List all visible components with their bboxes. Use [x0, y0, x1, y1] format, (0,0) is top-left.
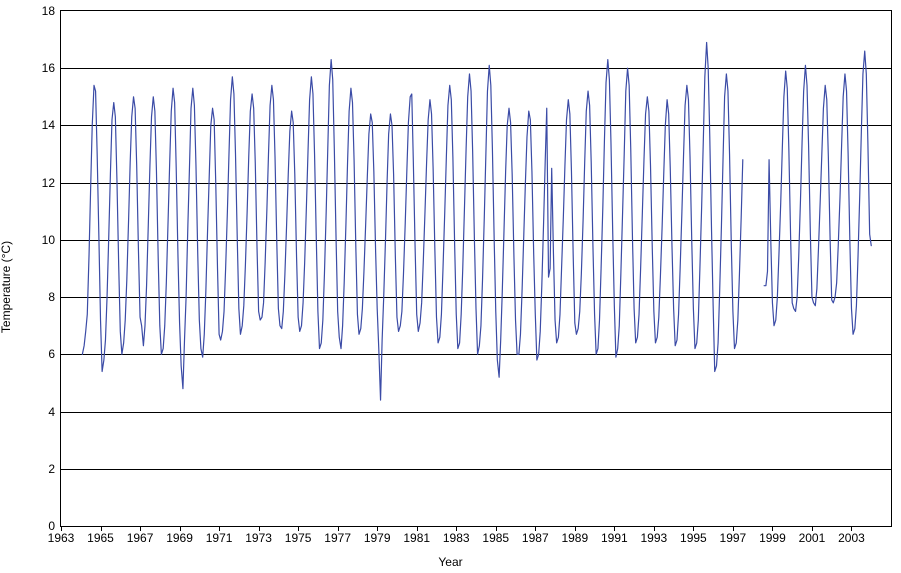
y-tick-label: 10 — [42, 233, 61, 247]
x-tick-label: 1977 — [324, 526, 351, 545]
y-tick-label: 16 — [42, 61, 61, 75]
plot-area: 0246810121416181963196519671969197119731… — [60, 10, 892, 527]
x-axis-title: Year — [0, 555, 901, 569]
x-tick-label: 1969 — [166, 526, 193, 545]
x-tick-label: 1987 — [522, 526, 549, 545]
y-tick-label: 8 — [48, 290, 61, 304]
x-tick-label: 1981 — [403, 526, 430, 545]
x-tick-label: 1993 — [640, 526, 667, 545]
x-tick-label: 1991 — [601, 526, 628, 545]
x-tick-label: 1983 — [443, 526, 470, 545]
x-tick-label: 2003 — [838, 526, 865, 545]
x-tick-label: 1975 — [285, 526, 312, 545]
y-tick-label: 6 — [48, 347, 61, 361]
y-tick-label: 12 — [42, 176, 61, 190]
x-tick-label: 1997 — [720, 526, 747, 545]
x-tick-label: 1965 — [87, 526, 114, 545]
x-tick-label: 1971 — [206, 526, 233, 545]
x-tick-label: 1989 — [561, 526, 588, 545]
x-tick-label: 1999 — [759, 526, 786, 545]
y-tick-label: 2 — [48, 462, 61, 476]
x-tick-label: 1967 — [127, 526, 154, 545]
x-tick-label: 1985 — [482, 526, 509, 545]
x-tick-label: 1973 — [245, 526, 272, 545]
x-tick-label: 1995 — [680, 526, 707, 545]
y-tick-label: 14 — [42, 118, 61, 132]
x-tick-label: 2001 — [799, 526, 826, 545]
y-tick-label: 4 — [48, 405, 61, 419]
data-line — [61, 11, 891, 526]
chart-container: Temperature (°C) 02468101214161819631965… — [0, 0, 901, 573]
x-tick-label: 1979 — [364, 526, 391, 545]
y-tick-label: 18 — [42, 4, 61, 18]
y-axis-title: Temperature (°C) — [0, 240, 13, 332]
x-tick-label: 1963 — [48, 526, 75, 545]
